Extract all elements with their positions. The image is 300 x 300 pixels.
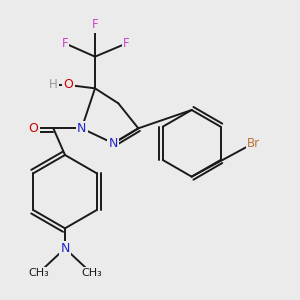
Text: N: N: [109, 137, 118, 150]
Text: F: F: [92, 19, 98, 32]
Text: Br: Br: [247, 137, 260, 150]
Text: F: F: [62, 37, 68, 50]
Text: CH₃: CH₃: [81, 268, 102, 278]
Text: F: F: [123, 37, 130, 50]
Text: N: N: [60, 242, 70, 255]
Text: O: O: [63, 79, 73, 92]
Text: O: O: [28, 122, 38, 135]
Text: N: N: [77, 122, 86, 135]
Text: CH₃: CH₃: [28, 268, 49, 278]
Text: H: H: [49, 79, 58, 92]
